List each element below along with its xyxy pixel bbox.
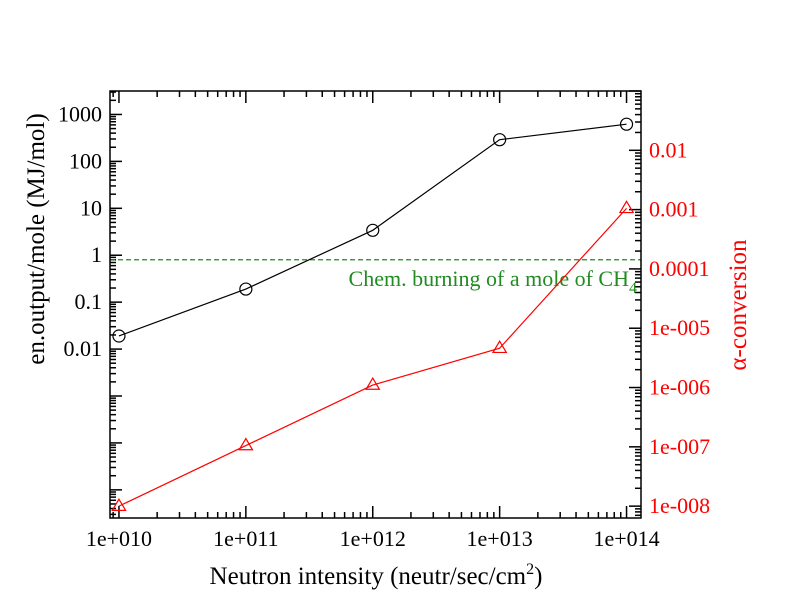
circle-marker (619, 117, 634, 131)
plot-frame (109, 90, 642, 519)
right-y-tick-label: 1e-007 (649, 434, 710, 459)
axes-ticks: 1e+010 1e+011 1e+012 1e+013 1e+014 0.01 0.1 1 10… (58, 90, 710, 551)
reference-line-group: Chem. burning of a mole of CH4 (110, 259, 641, 297)
triangle-marker (365, 376, 381, 390)
x-tick-label: 1e+013 (467, 526, 533, 551)
triangle-marker (111, 497, 127, 511)
right-y-tick-label: 0.0001 (649, 256, 710, 281)
circle-marker (112, 329, 126, 343)
x-axis-title-sup: 2 (526, 561, 534, 578)
triangle-marker (618, 200, 635, 214)
y-axis-title-right: α-conversion (725, 239, 752, 371)
x-axis-title: Neutron intensity (neutr/sec/cm2) (210, 561, 543, 590)
circle-marker (493, 133, 507, 147)
x-tick-label: 1e+010 (86, 526, 152, 551)
x-tick-label: 1e+012 (340, 526, 406, 551)
right-y-tick-label: 1e-008 (649, 493, 710, 518)
circle-marker (239, 282, 253, 296)
left-y-tick-label: 1 (91, 242, 102, 267)
left-y-tick-label: 100 (69, 148, 102, 173)
x-axis-title-close: ) (534, 563, 542, 590)
right-y-tick-label: 0.001 (649, 197, 699, 222)
left-y-tick-label: 0.01 (64, 336, 103, 361)
x-tick-label: 1e+014 (593, 526, 659, 551)
triangle-marker (238, 437, 254, 451)
series-line-circle (118, 123, 627, 337)
reference-line-label-main: Chem. burning of a mole of CH (349, 266, 630, 291)
series-line-triangle (118, 207, 627, 507)
left-y-tick-label: 10 (80, 195, 102, 220)
reference-line-label: Chem. burning of a mole of CH4 (349, 266, 637, 297)
y-axis-title-left: en.output/mole (MJ/mol) (23, 113, 50, 364)
left-y-tick-label: 1000 (58, 101, 102, 126)
series-group (111, 117, 635, 511)
triangle-marker (491, 340, 508, 354)
right-y-tick-label: 1e-006 (649, 375, 710, 400)
right-y-tick-label: 0.01 (649, 137, 688, 162)
x-axis-title-main: Neutron intensity (neutr/sec/cm (210, 563, 527, 590)
reference-line-label-sub: 4 (629, 280, 637, 297)
circle-marker (366, 223, 380, 237)
left-y-tick-label: 0.1 (75, 289, 103, 314)
x-tick-label: 1e+011 (213, 526, 278, 551)
right-y-tick-label: 1e-005 (649, 315, 710, 340)
